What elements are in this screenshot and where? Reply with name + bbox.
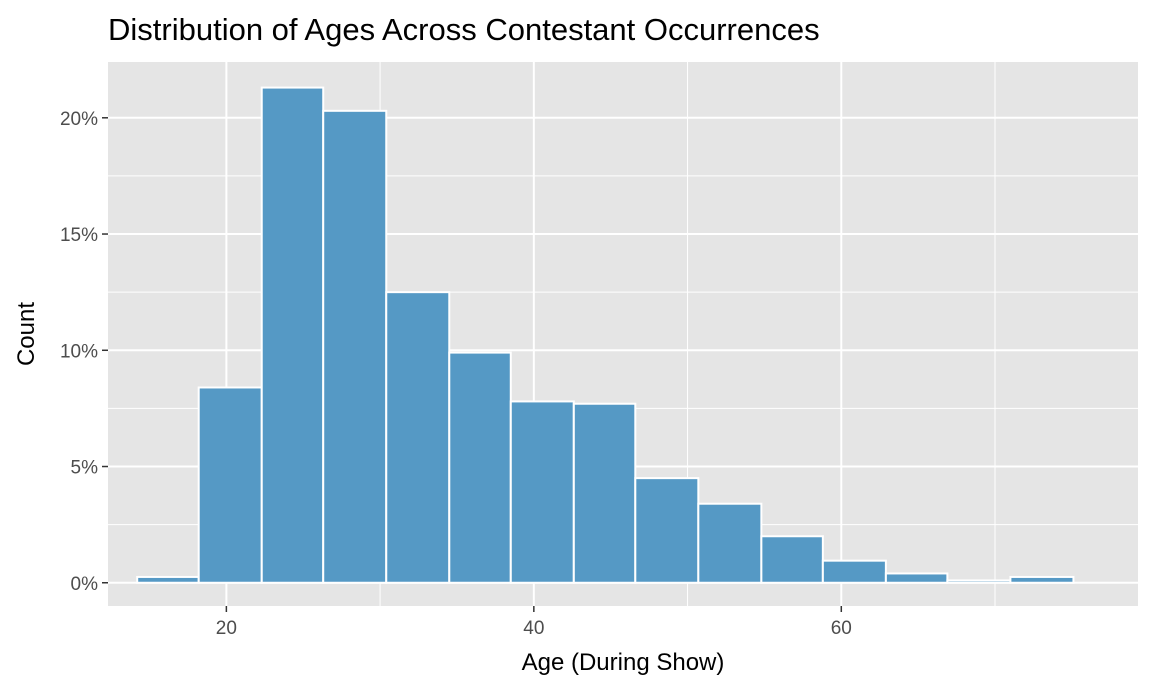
y-tick-label: 10% — [60, 341, 98, 362]
histogram-bar — [322, 109, 388, 584]
y-tick-label: 20% — [60, 109, 98, 130]
histogram-bar — [448, 351, 512, 584]
axis-ticks: 0% 5% 10% 15% 20% 20 40 60 — [60, 109, 852, 639]
x-tick-label: 40 — [523, 618, 544, 639]
x-tick-label: 60 — [831, 618, 852, 639]
histogram-bar — [697, 502, 763, 584]
histogram-bar — [385, 291, 451, 584]
x-axis-title: Age (During Show) — [522, 649, 725, 676]
histogram-bar — [197, 386, 263, 584]
y-axis-title: Count — [13, 302, 40, 366]
chart-title: Distribution of Ages Across Contestant O… — [108, 12, 820, 47]
histogram-bar — [946, 579, 1012, 584]
histogram-bar — [260, 86, 325, 584]
y-tick-label: 0% — [71, 574, 99, 595]
histogram-bar — [821, 559, 887, 584]
histogram-bar — [136, 575, 200, 584]
y-tick-label: 15% — [60, 225, 98, 246]
histogram-bar — [634, 477, 700, 584]
y-tick-label: 5% — [71, 458, 99, 479]
histogram-bar — [572, 402, 637, 584]
x-tick-label: 20 — [216, 618, 237, 639]
histogram-bar — [884, 572, 949, 584]
histogram-bar — [760, 535, 824, 584]
histogram-bar — [509, 400, 575, 584]
histogram-bars — [136, 86, 1075, 584]
histogram-bar — [1009, 575, 1075, 584]
